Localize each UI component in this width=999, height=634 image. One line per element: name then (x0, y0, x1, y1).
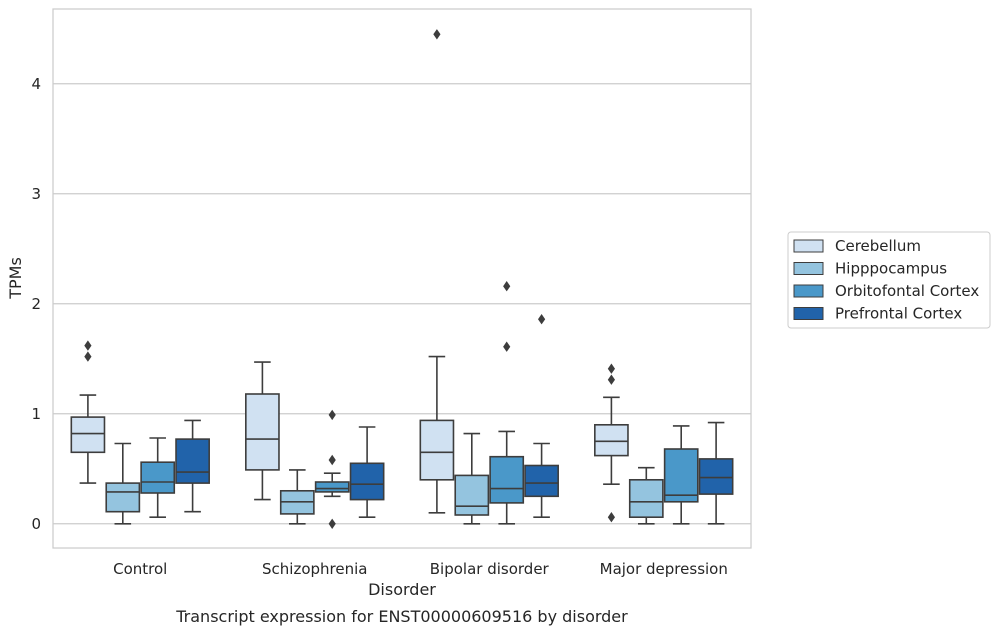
box-body (245, 393, 280, 471)
box (663, 425, 699, 525)
legend-swatch (793, 284, 824, 298)
x-tick-label: Bipolar disorder (430, 560, 550, 578)
box-body (594, 423, 629, 457)
box (175, 419, 210, 513)
box-body (140, 461, 176, 494)
box-body (105, 482, 141, 513)
box (698, 421, 734, 525)
box (489, 281, 525, 525)
plot-area-frame (52, 8, 752, 549)
outlier-point (84, 340, 92, 351)
x-tick-label: Control (113, 560, 167, 578)
outlier-point (607, 363, 615, 374)
legend-swatch (793, 307, 824, 320)
y-tick-label: 1 (31, 405, 41, 423)
box (594, 363, 629, 523)
x-tick-label: Schizophrenia (262, 560, 367, 578)
legend-label: Hipppocampus (835, 260, 947, 278)
outlier-point (328, 454, 336, 466)
legend-label: Orbitofontal Cortex (835, 282, 979, 300)
outlier-point (538, 314, 546, 325)
box (140, 437, 176, 519)
box-body (489, 455, 525, 504)
outlier-point (328, 409, 336, 421)
box-body (628, 478, 664, 518)
box (454, 432, 490, 525)
y-tick-label: 4 (31, 75, 41, 93)
outlier-point (607, 374, 615, 385)
y-tick-label: 2 (31, 295, 41, 313)
box (70, 340, 106, 484)
box (628, 466, 664, 525)
legend-frame (787, 231, 991, 329)
legend: Cerebellum Hipppocampus Orbitofontal Corte… (787, 231, 991, 329)
outlier-point (607, 512, 615, 523)
box-body (349, 462, 385, 501)
x-tick-labels: Control Schizophrenia Bipolar disorder Majo… (113, 560, 728, 578)
box (314, 409, 350, 529)
box-body (314, 481, 350, 493)
box-body (454, 474, 490, 516)
chart-caption: Transcript expression for ENST0000060951… (175, 607, 628, 626)
box (105, 442, 141, 525)
y-tick-label: 3 (31, 185, 41, 203)
outlier-point (84, 351, 92, 362)
legend-swatch (793, 239, 824, 253)
box-groups (70, 29, 734, 529)
legend-swatch (793, 262, 824, 275)
box-body (175, 438, 210, 484)
box (245, 361, 280, 501)
legend-label: Prefrontal Cortex (835, 305, 962, 323)
x-tick-label: Major depression (600, 560, 728, 578)
outlier-point (503, 281, 511, 292)
box-body (419, 419, 455, 481)
plot-area-background (53, 9, 751, 548)
box (419, 29, 455, 514)
x-axis-title: Disorder (368, 580, 436, 599)
outlier-point (503, 341, 511, 352)
outlier-point (433, 29, 441, 40)
y-tick-labels: 0 1 2 3 4 (31, 75, 41, 533)
box-body (524, 464, 559, 498)
box-body (70, 416, 106, 454)
box (349, 426, 385, 519)
y-axis-title: TPMs (6, 257, 25, 300)
legend-label: Cerebellum (835, 237, 921, 255)
outlier-point (328, 518, 336, 529)
box-body (698, 458, 734, 495)
y-tick-label: 0 (31, 515, 41, 533)
box (279, 469, 315, 525)
y-gridlines (53, 83, 751, 525)
box (524, 314, 559, 519)
box-body (663, 448, 699, 503)
